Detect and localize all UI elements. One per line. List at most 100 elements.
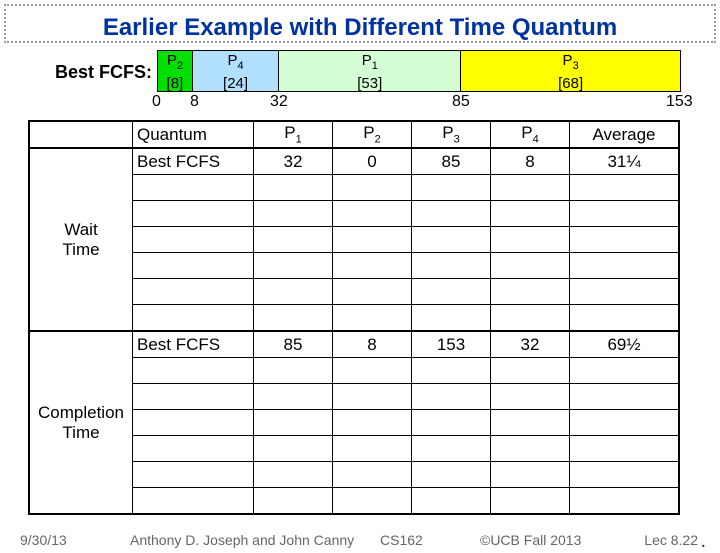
table-header-cell: P4 [491,121,570,148]
table-cell [254,305,333,332]
table-cell [491,436,570,462]
table-cell [133,436,254,462]
table-group-label: CompletionTime [29,331,133,514]
table-cell [333,279,412,305]
gantt-segment: P2[8] [158,51,193,91]
table-header-cell: Average [570,121,680,148]
table-cell [254,279,333,305]
gantt-tick: 8 [190,93,199,111]
table-cell [254,462,333,488]
table-cell: 0 [333,148,412,175]
table-cell [570,305,680,332]
table-cell [491,384,570,410]
table-cell [133,227,254,253]
table-cell [254,384,333,410]
table-cell [570,253,680,279]
table-cell: 153 [412,331,491,358]
table-cell [333,410,412,436]
table-cell: 69½ [570,331,680,358]
table-cell [133,305,254,332]
table-cell [133,462,254,488]
table-cell [570,201,680,227]
table-cell [491,201,570,227]
table-cell [412,410,491,436]
table-cell [254,253,333,279]
table-cell [412,462,491,488]
table-cell [570,358,680,384]
table-cell [491,305,570,332]
table-cell [333,227,412,253]
table-cell [254,358,333,384]
table-cell [570,175,680,201]
page-title: Earlier Example with Different Time Quan… [0,14,720,42]
table-cell [254,488,333,515]
table-cell: 85 [412,148,491,175]
table-group-label: WaitTime [29,148,133,331]
table-cell [412,227,491,253]
table-header-cell: P2 [333,121,412,148]
table-cell [412,305,491,332]
table-cell [333,305,412,332]
table-cell [412,488,491,515]
table-cell [133,201,254,227]
footer-course: CS162 [380,532,423,548]
table-cell [133,279,254,305]
table-cell [333,488,412,515]
gantt-segment: P4[24] [193,51,280,91]
table-cell [333,384,412,410]
table-cell [254,175,333,201]
table-cell [133,358,254,384]
table-cell [29,121,133,148]
table-cell [491,488,570,515]
gantt-chart: P2[8]P4[24]P1[53]P3[68] [157,50,681,92]
table-cell [133,253,254,279]
table-cell [491,462,570,488]
footer-date: 9/30/13 [20,532,67,548]
table-cell [133,384,254,410]
table-cell: 32 [254,148,333,175]
gantt-tick: 85 [452,93,470,111]
table-header-cell: Quantum [133,121,254,148]
table-cell [570,384,680,410]
table-cell [491,175,570,201]
table-cell [333,436,412,462]
table-cell: 31¼ [570,148,680,175]
table-cell [412,384,491,410]
table-cell [254,410,333,436]
table-cell [412,279,491,305]
gantt-segment: P3[68] [461,51,680,91]
table-cell [412,436,491,462]
table-cell [570,410,680,436]
table-cell: 32 [491,331,570,358]
table-cell [412,253,491,279]
footer-lecture: Lec 8.22 [644,532,698,548]
table-cell [254,201,333,227]
table-cell [491,279,570,305]
table-cell [412,358,491,384]
table-cell [333,201,412,227]
table-cell [254,436,333,462]
table-cell [491,253,570,279]
table-cell [333,358,412,384]
table-cell [491,410,570,436]
gantt-tick: 0 [152,93,161,111]
table-cell [333,175,412,201]
table-cell [133,175,254,201]
table-cell [570,436,680,462]
table-cell [133,488,254,515]
table-cell [570,227,680,253]
table-cell: 8 [491,148,570,175]
gantt-tick: 153 [666,93,693,111]
footer-authors: Anthony D. Joseph and John Canny [130,532,354,548]
table-cell [570,488,680,515]
table-header-cell: P3 [412,121,491,148]
table-cell [133,410,254,436]
data-table: QuantumP1P2P3P4AverageWaitTimeBest FCFS3… [28,120,680,515]
table-cell [412,175,491,201]
table-cell [254,227,333,253]
table-cell [570,279,680,305]
table-cell: Best FCFS [133,331,254,358]
table-cell [570,462,680,488]
gantt-segment: P1[53] [279,51,461,91]
table-cell [333,253,412,279]
